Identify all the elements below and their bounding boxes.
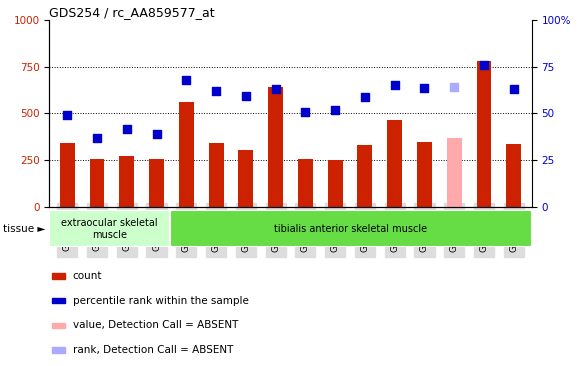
Point: [390, 83, 399, 89]
Point: [182, 77, 191, 83]
Bar: [268, 87, 283, 207]
Point: [331, 107, 340, 113]
Point: [271, 86, 280, 92]
Point: [122, 126, 131, 132]
Point: [479, 62, 489, 68]
Bar: [52, 322, 65, 328]
Bar: [238, 150, 253, 207]
Text: GDS254 / rc_AA859577_at: GDS254 / rc_AA859577_at: [49, 6, 215, 19]
Bar: [476, 61, 492, 207]
Point: [420, 85, 429, 91]
Bar: [49, 210, 170, 247]
Point: [211, 88, 221, 94]
Bar: [60, 143, 75, 207]
Text: extraocular skeletal
muscle: extraocular skeletal muscle: [62, 218, 158, 240]
Bar: [52, 298, 65, 303]
Bar: [298, 159, 313, 207]
Bar: [506, 144, 521, 207]
Bar: [89, 159, 105, 207]
Point: [360, 94, 370, 100]
Point: [92, 135, 102, 141]
Point: [509, 86, 518, 92]
Bar: [170, 210, 532, 247]
Point: [152, 131, 161, 137]
Text: percentile rank within the sample: percentile rank within the sample: [73, 296, 249, 306]
Bar: [447, 138, 462, 207]
Point: [241, 93, 250, 99]
Point: [450, 85, 459, 90]
Bar: [52, 347, 65, 353]
Bar: [328, 161, 343, 207]
Point: [63, 112, 72, 118]
Text: tibialis anterior skeletal muscle: tibialis anterior skeletal muscle: [274, 224, 428, 234]
Bar: [388, 120, 402, 207]
Bar: [119, 156, 134, 207]
Point: [301, 109, 310, 115]
Bar: [417, 142, 432, 207]
Bar: [179, 102, 193, 207]
Text: tissue ►: tissue ►: [3, 224, 45, 234]
Text: value, Detection Call = ABSENT: value, Detection Call = ABSENT: [73, 320, 238, 330]
Text: count: count: [73, 271, 102, 281]
Text: rank, Detection Call = ABSENT: rank, Detection Call = ABSENT: [73, 345, 233, 355]
Bar: [209, 143, 224, 207]
Bar: [357, 145, 372, 207]
Bar: [52, 273, 65, 279]
Bar: [149, 159, 164, 207]
